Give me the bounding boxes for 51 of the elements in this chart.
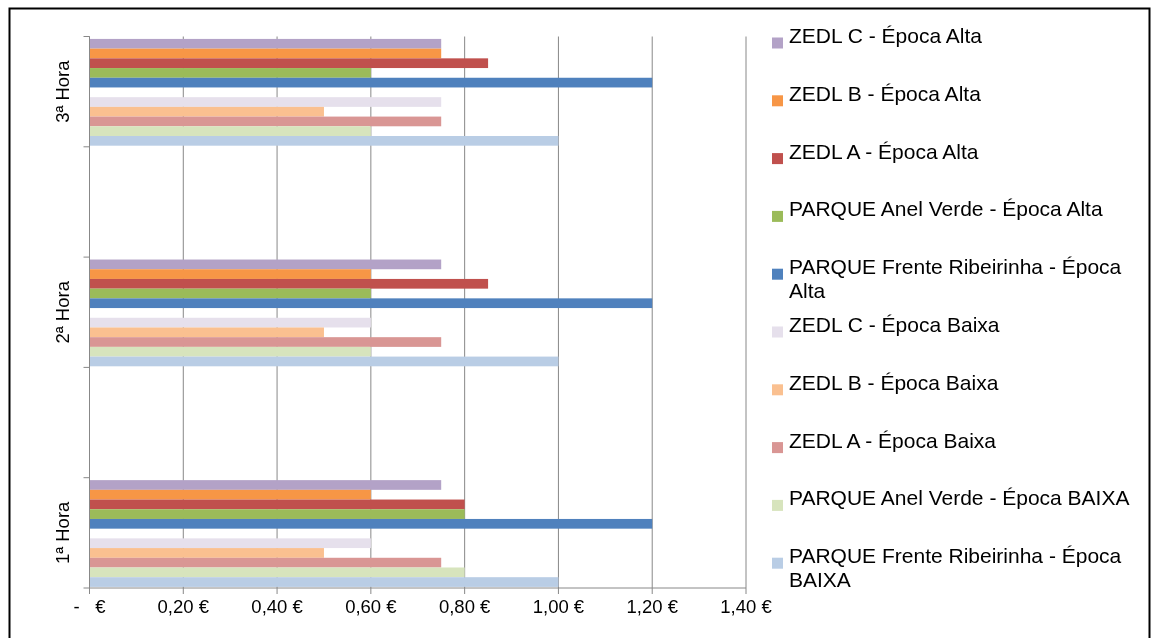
legend-label: ZEDL A - Época Alta xyxy=(789,139,979,163)
bar xyxy=(89,298,653,309)
legend-label: PARQUE Frente Ribeirinha - Época Alta xyxy=(789,255,1122,303)
y-tick-label: 3ª Hora xyxy=(51,59,73,123)
bar xyxy=(89,346,371,357)
bar xyxy=(89,288,371,299)
legend-label: ZEDL B - Época Alta xyxy=(789,81,982,105)
bar xyxy=(89,48,442,59)
bar xyxy=(89,97,442,107)
bar xyxy=(89,499,465,510)
bar xyxy=(89,269,371,279)
legend-label: ZEDL B - Época Baixa xyxy=(789,370,999,394)
bar xyxy=(89,327,324,338)
x-tick-label: 1,20 € xyxy=(626,596,679,617)
y-tick-label: 1ª Hora xyxy=(51,500,73,565)
bar xyxy=(89,557,442,568)
bar xyxy=(89,577,559,587)
bar xyxy=(89,126,371,136)
x-tick-label: 1,40 € xyxy=(720,596,773,617)
legend-label: ZEDL A - Época Baixa xyxy=(789,428,997,452)
x-tick-label: - € xyxy=(73,596,107,617)
bar xyxy=(89,509,465,519)
legend-label: PARQUE Frente Ribeirinha - Época BAIXA xyxy=(789,544,1122,592)
y-tick-label: 2ª Hora xyxy=(51,280,73,344)
legend-label: PARQUE Anel Verde - Época Alta xyxy=(789,197,1103,221)
bar xyxy=(89,77,653,88)
bar xyxy=(89,278,489,289)
x-tick-label: 0,20 € xyxy=(157,596,210,617)
bar xyxy=(89,38,442,49)
legend-label: ZEDL C - Época Alta xyxy=(789,24,983,47)
bar xyxy=(89,337,442,347)
bar xyxy=(89,480,442,490)
x-tick-label: 0,80 € xyxy=(438,596,492,617)
bar xyxy=(89,518,653,529)
x-tick-label: 1,00 € xyxy=(532,596,585,617)
legend-label: ZEDL C - Época Baixa xyxy=(789,313,1000,336)
bar xyxy=(89,548,324,558)
bar xyxy=(89,259,442,270)
bar xyxy=(89,317,371,328)
bar xyxy=(89,68,371,78)
legend-label: PARQUE Anel Verde - Época BAIXA xyxy=(789,486,1130,510)
bar xyxy=(89,106,324,117)
bar xyxy=(89,567,465,578)
bar xyxy=(89,58,489,69)
bar xyxy=(89,135,559,146)
bar xyxy=(89,538,371,549)
bar xyxy=(89,116,442,127)
bar xyxy=(89,356,559,367)
x-tick-label: 0,60 € xyxy=(345,596,398,617)
x-tick-label: 0,40 € xyxy=(251,596,304,617)
bar xyxy=(89,489,371,500)
